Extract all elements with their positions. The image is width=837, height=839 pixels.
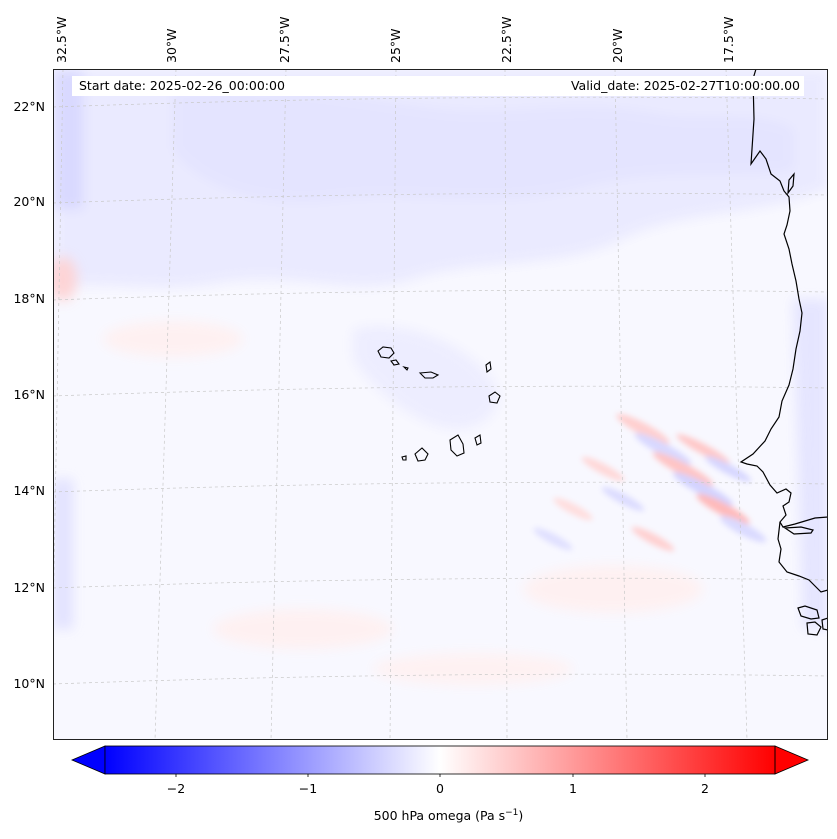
island-santo-antao xyxy=(377,346,395,359)
date-info-strip xyxy=(72,76,804,96)
colorbar-gradient xyxy=(105,746,775,774)
bijagos-islands xyxy=(797,605,820,620)
cape-verde-islands xyxy=(377,346,501,462)
west-africa-coastline xyxy=(739,69,828,636)
lat-label-22n: 22°N xyxy=(13,99,45,114)
colorbar-ticks xyxy=(175,774,706,777)
negative-omega-region xyxy=(53,69,828,629)
valid-date-label: Valid_date: 2025-02-27T10:00:00.00 xyxy=(570,78,800,93)
lat-label-20n: 20°N xyxy=(13,194,45,209)
graticule xyxy=(53,69,828,740)
start-date-label: Start date: 2025-02-26_00:00:00 xyxy=(79,78,285,93)
island-brava xyxy=(401,455,407,461)
lon-label-17-5w: 17.5°W xyxy=(721,16,736,63)
lat-label-10n: 10°N xyxy=(13,676,45,691)
colorbar-tick-neg1: −1 xyxy=(298,781,318,796)
colorbar-tick-0: 0 xyxy=(436,781,444,796)
island-santiago xyxy=(449,434,465,457)
island-santa-luzia xyxy=(402,365,409,371)
lon-label-25w: 25°W xyxy=(388,28,403,63)
positive-omega-region xyxy=(53,257,703,685)
lat-label-18n: 18°N xyxy=(13,291,45,306)
colorbar-title: 500 hPa omega (Pa s−1) xyxy=(373,808,524,824)
colorbar-tick-2: 2 xyxy=(701,781,709,796)
omega-field xyxy=(53,69,828,740)
lon-label-20w: 20°W xyxy=(610,28,625,63)
map-panel xyxy=(53,69,828,740)
lat-label-12n: 12°N xyxy=(13,580,45,595)
lat-label-16n: 16°N xyxy=(13,387,45,402)
gravity-wave-train xyxy=(533,413,767,552)
colorbar-tick-1: 1 xyxy=(569,781,577,796)
island-maio xyxy=(474,434,482,446)
island-boa-vista xyxy=(488,391,501,404)
colorbar-min-arrow xyxy=(70,745,106,775)
island-sao-vicente xyxy=(390,359,400,366)
colorbar xyxy=(70,745,810,777)
lon-label-27-5w: 27.5°W xyxy=(277,16,292,63)
lon-label-30w: 30°W xyxy=(164,28,179,63)
island-fogo xyxy=(414,447,429,462)
lon-label-32-5w: 32.5°W xyxy=(54,16,69,63)
colorbar-tick-neg2: −2 xyxy=(166,781,186,796)
cap-blanc xyxy=(787,172,795,196)
colorbar-max-arrow xyxy=(774,745,810,775)
island-sal xyxy=(485,361,492,373)
island-sao-nicolau xyxy=(418,371,440,379)
lon-label-22-5w: 22.5°W xyxy=(499,16,514,63)
lat-label-14n: 14°N xyxy=(13,483,45,498)
